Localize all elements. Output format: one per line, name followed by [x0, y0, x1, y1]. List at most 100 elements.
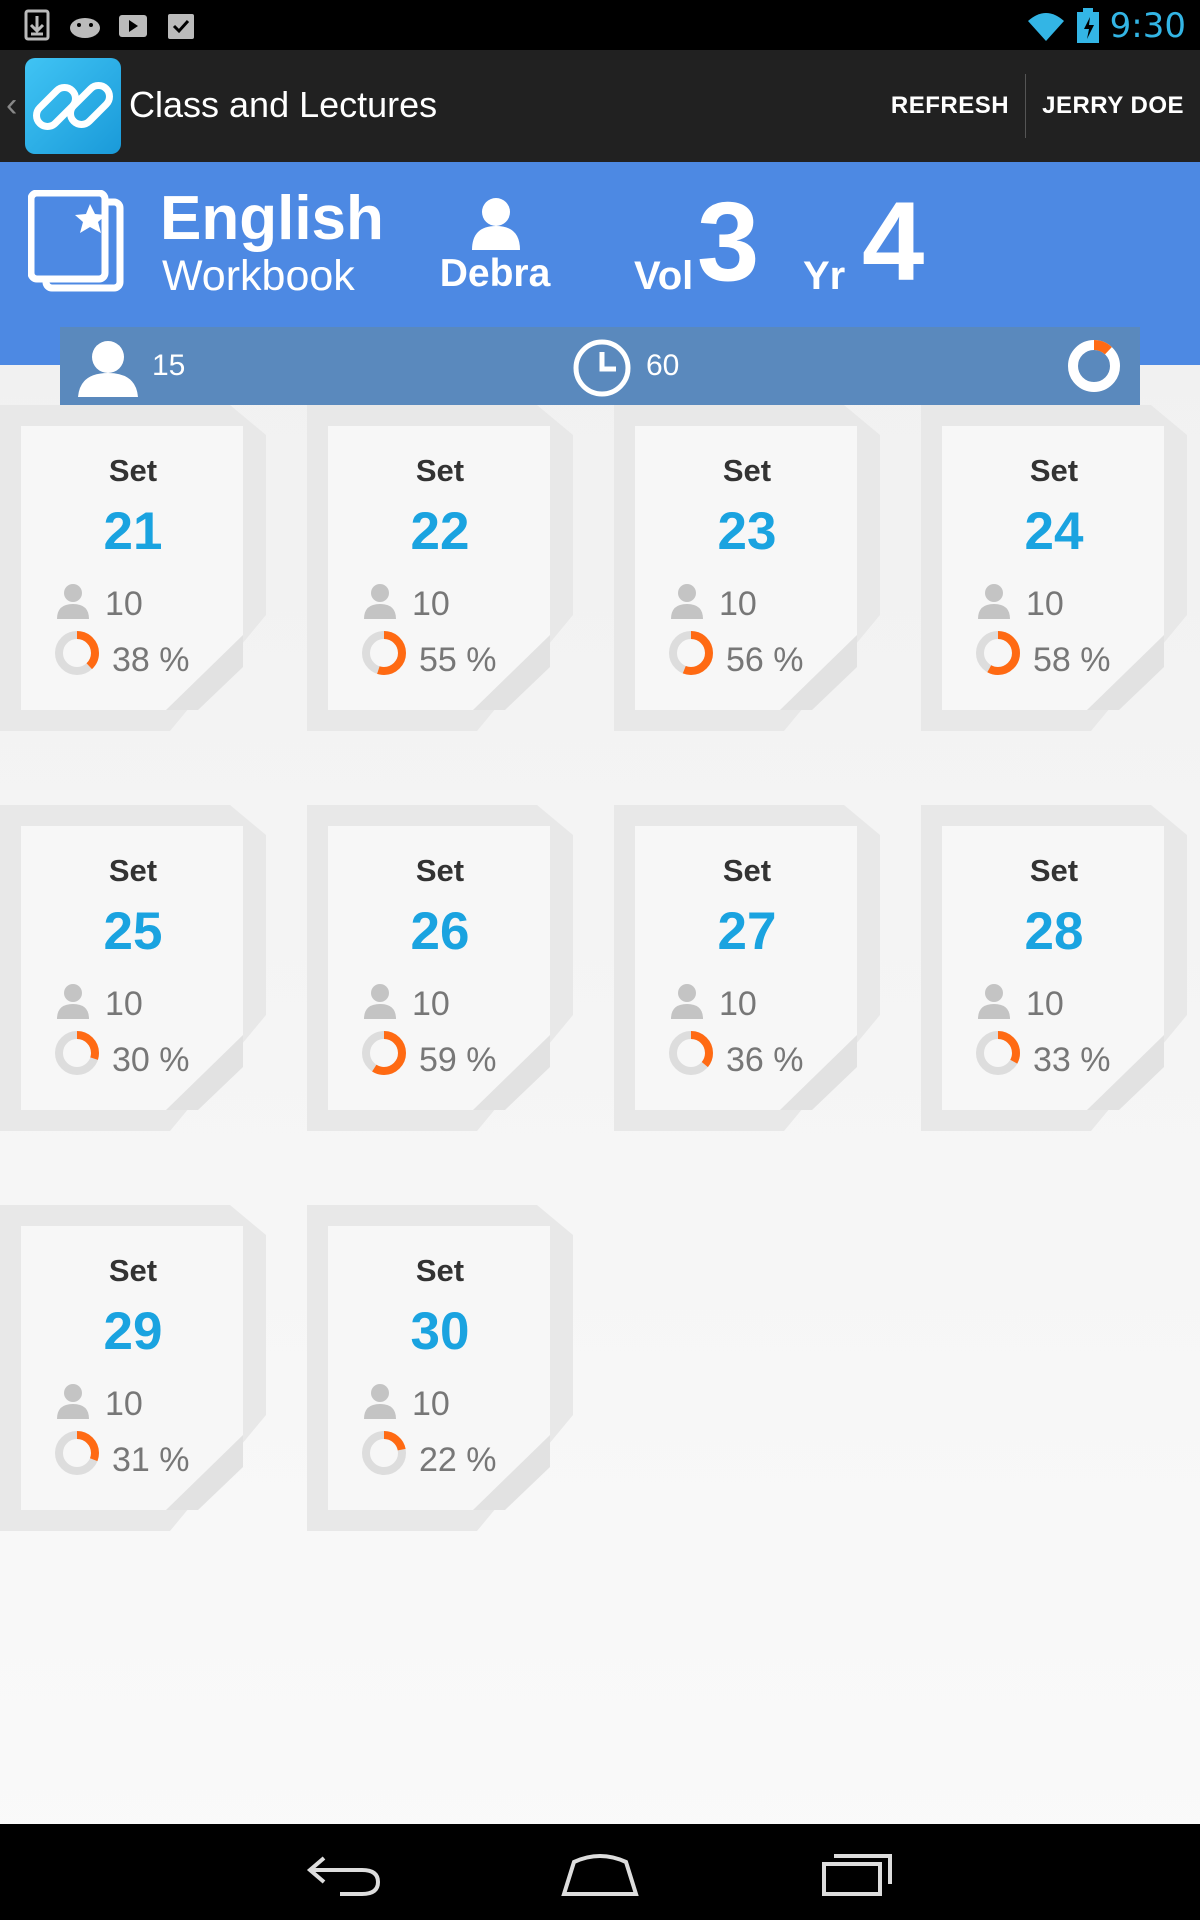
students-icon — [671, 984, 703, 1019]
set-number: 29 — [103, 1302, 163, 1361]
set-number: 27 — [717, 902, 777, 961]
set-student-count: 10 — [1026, 985, 1064, 1023]
students-icon — [978, 984, 1010, 1019]
clock-icon — [573, 339, 631, 397]
user-account-button[interactable]: JERRY DOE — [1042, 92, 1184, 119]
back-icon[interactable] — [304, 1844, 384, 1900]
set-label: Set — [722, 453, 772, 488]
set-label: Set — [722, 853, 772, 888]
card-background — [614, 405, 880, 731]
progress-donut — [976, 1031, 1020, 1075]
set-card[interactable]: Set 24 10 58 % — [921, 405, 1187, 731]
progress-donut — [55, 1431, 99, 1475]
download-icon — [24, 9, 50, 41]
volume-label: Vol — [634, 254, 694, 298]
battery-charging-icon — [1076, 8, 1099, 43]
play-store-icon — [119, 15, 147, 37]
donut-fill — [362, 1431, 406, 1475]
students-icon — [364, 984, 396, 1019]
action-bar: ‹ Class and Lectures REFRESH JERRY DOE — [0, 50, 1200, 162]
link-chain-icon[interactable] — [25, 58, 121, 154]
action-buttons: REFRESH JERRY DOE — [875, 50, 1200, 162]
home-icon[interactable] — [560, 1844, 640, 1900]
set-card[interactable]: Set 26 10 59 % — [307, 805, 573, 1131]
set-card[interactable]: Set 29 10 31 % — [0, 1205, 266, 1531]
set-progress-percent: 31 % — [112, 1441, 190, 1479]
clipboard-check-icon — [168, 14, 194, 39]
set-progress-percent: 56 % — [726, 641, 804, 679]
students-icon — [364, 1384, 396, 1419]
set-progress-percent: 30 % — [112, 1041, 190, 1079]
set-student-count: 10 — [105, 1385, 143, 1423]
set-label: Set — [415, 1253, 465, 1288]
set-card[interactable]: Set 21 10 38 % — [0, 405, 266, 731]
set-label: Set — [415, 853, 465, 888]
set-progress-percent: 33 % — [1033, 1041, 1111, 1079]
set-number: 21 — [103, 502, 163, 561]
set-progress-percent: 59 % — [419, 1041, 497, 1079]
students-icon — [78, 341, 138, 397]
progress-donut — [669, 1031, 713, 1075]
donut-track — [1068, 340, 1120, 392]
navigation-bar — [0, 1824, 1200, 1920]
set-number: 25 — [103, 902, 163, 961]
set-number: 30 — [410, 1302, 470, 1361]
up-navigation-icon[interactable]: ‹ — [6, 86, 18, 124]
set-label: Set — [108, 453, 158, 488]
set-student-count: 10 — [412, 1385, 450, 1423]
donut-fill — [1068, 340, 1120, 392]
set-number: 26 — [410, 902, 470, 961]
set-number: 22 — [410, 502, 470, 561]
card-background — [0, 1205, 266, 1531]
students-icon — [978, 584, 1010, 619]
set-student-count: 10 — [105, 585, 143, 623]
set-progress-percent: 55 % — [419, 641, 497, 679]
set-card[interactable]: Set 28 10 33 % — [921, 805, 1187, 1131]
set-card[interactable]: Set 27 10 36 % — [614, 805, 880, 1131]
donut-fill — [55, 1431, 99, 1475]
refresh-button[interactable]: REFRESH — [890, 92, 1010, 119]
page-title: Class and Lectures — [129, 84, 438, 125]
clock-time: 9:30 — [1109, 6, 1186, 46]
progress-donut — [976, 631, 1020, 675]
overall-progress-donut — [1068, 340, 1120, 392]
progress-donut — [55, 1031, 99, 1075]
set-number: 23 — [717, 502, 777, 561]
android-icon — [70, 18, 100, 38]
set-student-count: 10 — [105, 985, 143, 1023]
class-info-bar: 15 60 — [60, 327, 1140, 405]
set-student-count: 10 — [719, 985, 757, 1023]
progress-donut — [362, 1431, 406, 1475]
donut-fill — [669, 1031, 713, 1075]
subject-subtitle: Workbook — [162, 252, 355, 300]
set-student-count: 10 — [412, 585, 450, 623]
progress-donut — [669, 631, 713, 675]
notification-icons — [20, 8, 198, 42]
set-card[interactable]: Set 23 10 56 % — [614, 405, 880, 731]
students-icon — [57, 1384, 89, 1419]
set-label: Set — [108, 853, 158, 888]
set-label: Set — [415, 453, 465, 488]
donut-fill — [669, 631, 713, 675]
progress-donut — [362, 631, 406, 675]
progress-donut — [55, 631, 99, 675]
set-student-count: 10 — [1026, 585, 1064, 623]
card-background — [921, 805, 1187, 1131]
teacher-icon — [472, 198, 520, 250]
set-card[interactable]: Set 30 10 22 % — [307, 1205, 573, 1531]
set-label: Set — [108, 1253, 158, 1288]
set-progress-percent: 58 % — [1033, 641, 1111, 679]
volume-value: 3 — [697, 179, 760, 304]
year-label: Yr — [803, 254, 846, 298]
recent-apps-icon[interactable] — [818, 1844, 898, 1900]
subject-title: English — [160, 184, 384, 253]
teacher-name: Debra — [439, 252, 551, 295]
set-label: Set — [1029, 453, 1079, 488]
duration-value: 60 — [646, 349, 680, 382]
workbook-icon — [28, 190, 124, 292]
set-card[interactable]: Set 22 10 55 % — [307, 405, 573, 731]
donut-fill — [976, 1031, 1020, 1075]
donut-fill — [55, 1031, 99, 1075]
donut-fill — [362, 1031, 406, 1075]
set-card[interactable]: Set 25 10 30 % — [0, 805, 266, 1131]
